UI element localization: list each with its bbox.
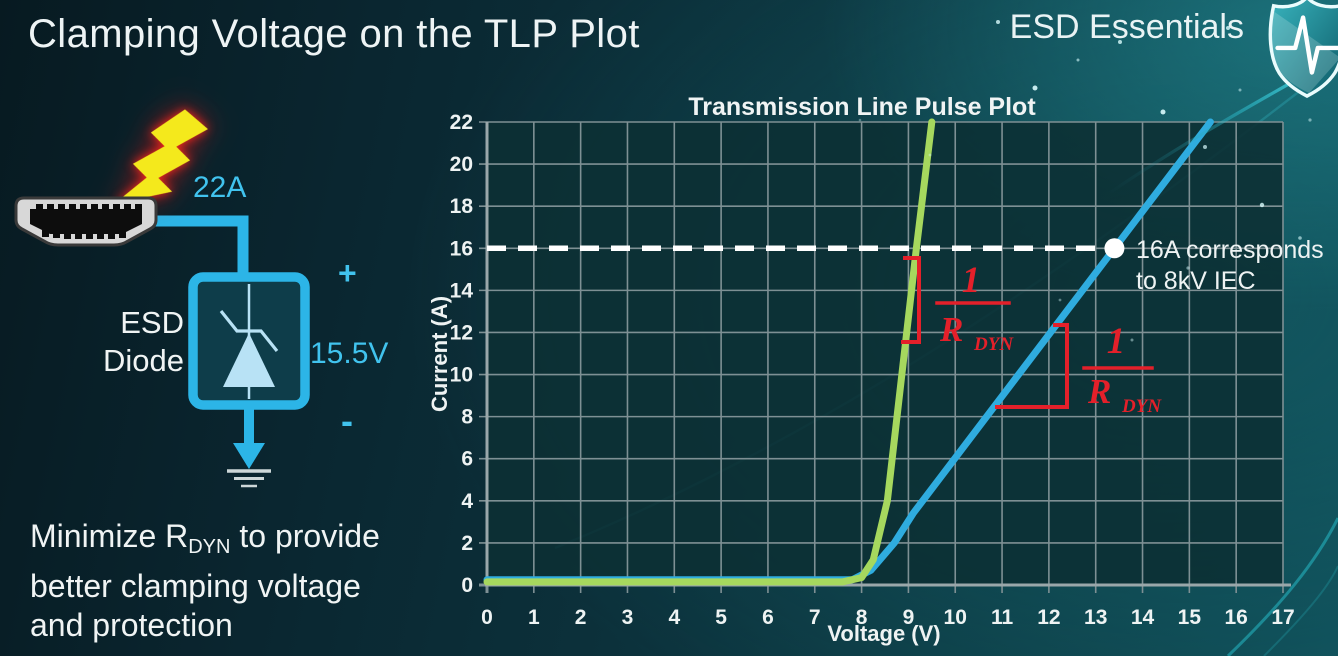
y-tick-label: 10 — [450, 364, 473, 387]
x-tick-label: 11 — [991, 606, 1014, 629]
fraction-denominator: R — [1087, 372, 1111, 411]
rdyn-annotations: 1 R DYN 1 R DYN — [901, 256, 1162, 417]
esd-protection-diagram: 22A ESD Diode + 15.5V - — [14, 109, 388, 488]
y-tick-label: 14 — [450, 279, 474, 302]
zener-diode-symbol-icon — [219, 284, 279, 399]
ground-icon — [227, 469, 271, 488]
series-low-rdyn-esd-diode-tlp-curve — [483, 118, 936, 586]
device-label-line1: ESD — [120, 305, 184, 340]
clamp-voltage-label: 15.5V — [310, 337, 388, 370]
x-tick-label: 7 — [809, 606, 821, 629]
ground-connection — [227, 404, 271, 488]
note-line-3: and protection — [30, 607, 233, 643]
fraction-denominator: R — [939, 310, 963, 349]
y-tick-label: 2 — [461, 532, 473, 555]
device-label-line2: Diode — [103, 343, 184, 378]
lightning-bolt-icon — [114, 109, 208, 204]
fraction-denominator-subscript: DYN — [973, 334, 1014, 355]
x-axis-title: Voltage (V) — [827, 621, 940, 646]
hdmi-connector-icon — [14, 196, 158, 247]
y-tick-label: 22 — [450, 111, 473, 134]
x-tick-label: 5 — [715, 606, 727, 629]
page-title: Clamping Voltage on the TLP Plot — [28, 12, 640, 56]
x-tick-label: 13 — [1084, 606, 1107, 629]
x-tick-label: 12 — [1037, 606, 1060, 629]
note-text: Minimize RDYN to provide better clamping… — [30, 517, 380, 645]
marker-annotation-line1: 16A corresponds — [1136, 236, 1324, 264]
chart-plot-layer: 0 1 2 3 4 5 6 7 8 9 10 11 12 13 14 15 16 1702468101214161… — [450, 111, 1295, 629]
sparkle-dots — [858, 20, 1312, 342]
surge-current-label: 22A — [193, 171, 246, 204]
x-tick-label: 3 — [622, 606, 634, 629]
marker-annotation-line2: to 8kV IEC — [1136, 267, 1256, 295]
x-tick-label: 15 — [1178, 606, 1202, 629]
y-axis-title: Current (A) — [427, 296, 452, 412]
x-tick-label: 9 — [903, 606, 915, 629]
x-tick-label: 10 — [944, 606, 967, 629]
fraction-numerator: 1 — [1107, 321, 1126, 362]
y-tick-label: 12 — [450, 321, 473, 344]
x-tick-label: 8 — [856, 606, 868, 629]
fraction-numerator: 1 — [962, 260, 981, 301]
x-tick-label: 14 — [1131, 606, 1155, 629]
chart-title: Transmission Line Pulse Plot — [688, 93, 1036, 121]
marker-dot — [1104, 238, 1125, 259]
polarity-minus-label: - — [341, 400, 353, 441]
tlp-chart: 0 1 2 3 4 5 6 7 8 9 10 11 12 13 14 15 16 1702468101214161… — [427, 93, 1295, 646]
note-line-1: Minimize RDYN to provide — [30, 518, 380, 558]
arrow-down-icon — [233, 443, 265, 469]
x-tick-label: 6 — [762, 606, 774, 629]
note-line-2: better clamping voltage — [30, 568, 361, 604]
polarity-plus-label: + — [338, 255, 357, 291]
fraction-denominator-subscript: DYN — [1121, 396, 1162, 417]
x-tick-label: 2 — [575, 606, 587, 629]
marker-annotation: 16A corresponds to 8kV IEC — [1136, 235, 1324, 297]
y-tick-label: 8 — [461, 406, 473, 429]
slope-bracket-blue — [995, 323, 1069, 409]
x-tick-label: 16 — [1224, 606, 1247, 629]
y-tick-label: 0 — [461, 574, 473, 597]
y-tick-label: 6 — [461, 448, 473, 471]
surge-wire — [150, 215, 249, 280]
x-tick-label: 17 — [1271, 606, 1294, 629]
slope-bracket-green — [901, 256, 921, 344]
brand-title: ESD Essentials — [1009, 8, 1244, 46]
esd-essentials-shield-icon — [1257, 0, 1338, 99]
y-tick-label: 16 — [450, 237, 473, 260]
x-tick-label: 0 — [481, 606, 493, 629]
y-tick-label: 18 — [450, 195, 474, 218]
pulse-line-icon — [1275, 15, 1338, 75]
x-tick-label: 4 — [668, 606, 680, 629]
y-tick-label: 4 — [461, 490, 473, 513]
x-tick-label: 1 — [528, 606, 540, 629]
y-tick-label: 20 — [450, 153, 473, 176]
